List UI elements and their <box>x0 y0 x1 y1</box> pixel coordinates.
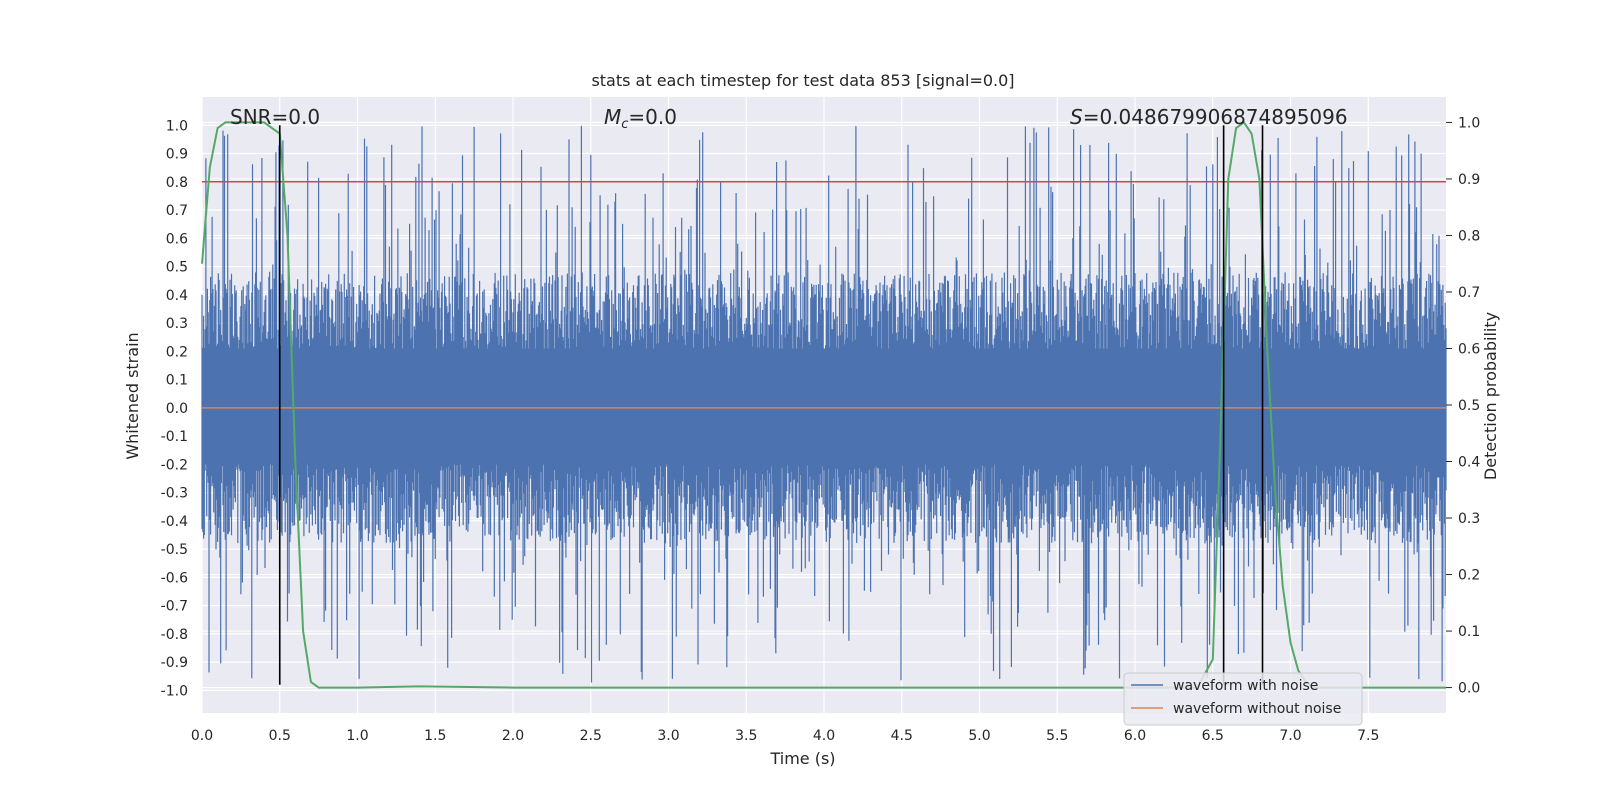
y2-tick-label: 0.0 <box>1458 681 1480 697</box>
y-tick-label: -0.3 <box>161 486 188 502</box>
y2-tick-label: 0.1 <box>1458 624 1480 640</box>
y2-tick-label: 0.9 <box>1458 172 1480 188</box>
x-tick-label: 6.0 <box>1124 728 1146 744</box>
y-tick-label: -0.7 <box>161 599 188 615</box>
legend-box <box>1123 672 1363 726</box>
y-tick-label: -0.4 <box>161 514 188 530</box>
y2-tick-label: 0.5 <box>1458 398 1480 414</box>
x-tick-label: 4.5 <box>891 728 913 744</box>
x-tick-label: 3.5 <box>735 728 757 744</box>
x-tick-label: 5.5 <box>1046 728 1068 744</box>
y-tick-label: 0.3 <box>166 316 188 332</box>
y-tick-label: 0.1 <box>166 373 188 389</box>
x-tick-label: 5.0 <box>968 728 990 744</box>
x-tick-label: 1.5 <box>424 728 446 744</box>
y2-tick-label: 0.6 <box>1458 341 1480 357</box>
y-axis-label: Whitened strain <box>123 332 142 459</box>
x-tick-label: 6.5 <box>1202 728 1224 744</box>
y-tick-label: -0.5 <box>161 542 188 558</box>
y-tick-label: -0.6 <box>161 570 188 586</box>
x-tick-label: 7.0 <box>1279 728 1301 744</box>
y2-tick-label: 0.7 <box>1458 285 1480 301</box>
y2-tick-label: 1.0 <box>1458 115 1480 131</box>
y2-tick-label: 0.2 <box>1458 568 1480 584</box>
y-tick-label: 0.9 <box>166 147 188 163</box>
y-tick-label: 0.8 <box>166 175 188 191</box>
legend-label-clean: waveform without noise <box>1173 701 1341 717</box>
mc-annotation: Mc=0.0 <box>604 105 677 132</box>
s-symbol: S <box>1070 105 1083 129</box>
y2-axis-ticks: 1.0 0.9 0.8 0.7 0.6 0.5 0.4 0.3 0.2 0.1 0.0 <box>1446 115 1480 697</box>
mc-value: =0.0 <box>628 105 677 129</box>
x-tick-label: 0.5 <box>269 728 291 744</box>
y-tick-label: -0.9 <box>161 655 188 671</box>
mc-subscript: c <box>621 117 628 132</box>
y-tick-label: 0.5 <box>166 260 188 276</box>
y-tick-label: -0.2 <box>161 457 188 473</box>
y2-tick-label: 0.8 <box>1458 228 1480 244</box>
legend-label-noise: waveform with noise <box>1173 678 1318 694</box>
x-tick-label: 4.0 <box>813 728 835 744</box>
x-tick-label: 2.0 <box>502 728 524 744</box>
x-tick-label: 7.5 <box>1357 728 1379 744</box>
snr-annotation: SNR=0.0 <box>230 105 320 129</box>
s-value: =0.048679906874895096 <box>1083 105 1348 129</box>
y-tick-label: 0.4 <box>166 288 188 304</box>
y-tick-label: -1.0 <box>161 683 188 699</box>
y-tick-label: 0.7 <box>166 203 188 219</box>
noise-series <box>201 125 1447 683</box>
y-tick-label: 0.0 <box>166 401 188 417</box>
x-axis-ticks: 0.0 0.5 1.0 1.5 2.0 2.5 3.0 3.5 4.0 4.5 5.0 5.5 6.0 6… <box>191 728 1380 744</box>
y-tick-label: -0.8 <box>161 627 188 643</box>
y2-axis-label: Detection probability <box>1481 312 1500 480</box>
x-tick-label: 3.0 <box>657 728 679 744</box>
y-tick-label: -0.1 <box>161 429 188 445</box>
detection-probability-line <box>201 120 1446 689</box>
y-tick-label: 0.2 <box>166 344 188 360</box>
y2-tick-label: 0.3 <box>1458 511 1480 527</box>
s-annotation: S=0.048679906874895096 <box>1070 105 1348 129</box>
x-tick-label: 2.5 <box>580 728 602 744</box>
y-tick-label: 0.6 <box>166 231 188 247</box>
x-axis-label: Time (s) <box>769 749 835 768</box>
legend: waveform with noise waveform without noi… <box>1123 672 1363 726</box>
chart-title: stats at each timestep for test data 853… <box>591 71 1014 90</box>
x-tick-label: 1.0 <box>346 728 368 744</box>
y-tick-label: 1.0 <box>166 118 188 134</box>
mc-symbol: M <box>604 105 621 129</box>
noise-core-band <box>202 348 1446 462</box>
y2-tick-label: 0.4 <box>1458 455 1480 471</box>
x-tick-label: 0.0 <box>191 728 213 744</box>
series-layer <box>201 120 1446 689</box>
y-axis-ticks: 1.0 0.9 0.8 0.7 0.6 0.5 0.4 0.3 0.2 0.1 0.0 -0.1 -0.… <box>161 118 188 699</box>
